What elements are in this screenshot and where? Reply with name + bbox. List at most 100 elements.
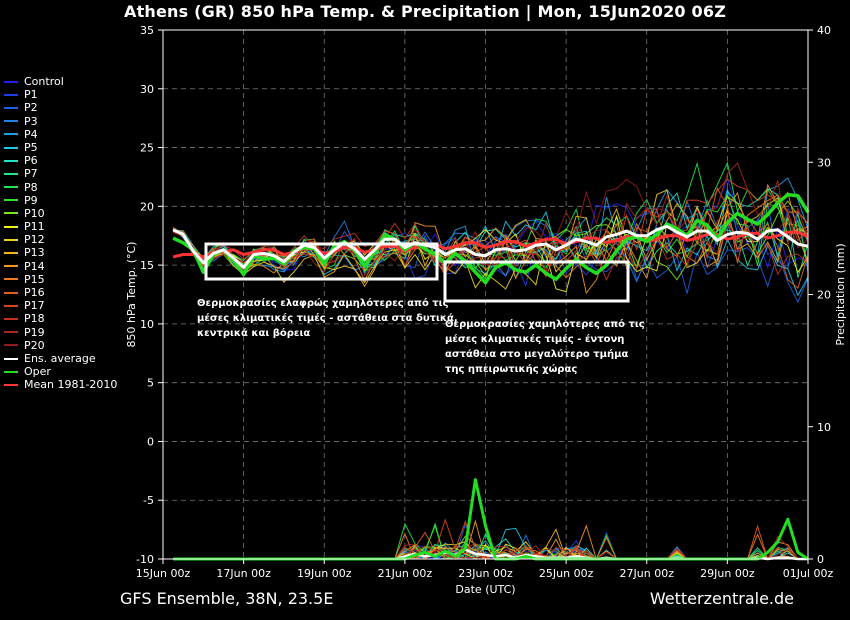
legend-swatch bbox=[4, 370, 18, 373]
legend-label: Mean 1981-2010 bbox=[24, 378, 118, 392]
legend-label: P13 bbox=[24, 246, 45, 260]
legend-item: P11 bbox=[2, 220, 117, 233]
legend: Control P1 P2 P3 P4 P5 P6 P7 P8 P9 P10 P11 P12 P13 P14… bbox=[2, 75, 117, 392]
x-tick-label: 15Jun 00z bbox=[136, 567, 191, 580]
y-axis-label: 850 hPa Temp. (°C) bbox=[125, 242, 138, 348]
annotation-line: μέσες κλιματικές τιμές - έντονη bbox=[445, 333, 624, 345]
legend-item: Mean 1981-2010 bbox=[2, 378, 117, 391]
legend-item: P17 bbox=[2, 299, 117, 312]
y-tick-label: 0 bbox=[147, 435, 154, 448]
x-tick-label: 21Jun 00z bbox=[378, 567, 433, 580]
legend-label: P15 bbox=[24, 272, 45, 286]
legend-swatch bbox=[4, 120, 18, 123]
legend-item: P20 bbox=[2, 339, 117, 352]
legend-swatch bbox=[4, 225, 18, 228]
legend-swatch bbox=[4, 331, 18, 334]
legend-item: P10 bbox=[2, 207, 117, 220]
axes: -10 -5 0 5 10 15 20 25 30 35 0 10 20 30 40 15Jun 00z 17J… bbox=[125, 24, 847, 596]
legend-swatch bbox=[4, 252, 18, 255]
legend-label: P20 bbox=[24, 338, 45, 352]
legend-label: P7 bbox=[24, 167, 38, 181]
ensemble-members bbox=[172, 161, 809, 561]
legend-swatch bbox=[4, 212, 18, 215]
legend-item: Ens. average bbox=[2, 352, 117, 365]
ensemble-member-line bbox=[172, 228, 809, 304]
legend-swatch bbox=[4, 186, 18, 189]
legend-item: P3 bbox=[2, 115, 117, 128]
legend-swatch bbox=[4, 80, 18, 83]
chart-title: Athens (GR) 850 hPa Temp. & Precipitatio… bbox=[123, 2, 726, 21]
legend-swatch bbox=[4, 265, 18, 268]
legend-swatch bbox=[4, 238, 18, 241]
grid-lines bbox=[162, 29, 809, 560]
legend-item: P5 bbox=[2, 141, 117, 154]
annotation-box bbox=[204, 242, 439, 281]
legend-label: Ens. average bbox=[24, 351, 96, 365]
y2-axis-label: Precipitation (mm) bbox=[834, 243, 847, 345]
annotation-line: Θερμοκρασίες χαμηλότερες από τις bbox=[445, 318, 645, 330]
annotation-box bbox=[443, 260, 630, 303]
legend-swatch bbox=[4, 172, 18, 175]
legend-item: P6 bbox=[2, 154, 117, 167]
annotation-boxes bbox=[204, 242, 630, 303]
y-tick-label: 30 bbox=[140, 83, 154, 96]
legend-item: P12 bbox=[2, 233, 117, 246]
legend-swatch bbox=[4, 304, 18, 307]
legend-label: P5 bbox=[24, 140, 38, 154]
x-tick-label: 29Jun 00z bbox=[700, 567, 755, 580]
legend-swatch bbox=[4, 146, 18, 149]
legend-swatch bbox=[4, 291, 18, 294]
x-tick-label: 27Jun 00z bbox=[620, 567, 675, 580]
y2-tick-label: 20 bbox=[817, 289, 831, 302]
y-tick-label: 25 bbox=[140, 142, 154, 155]
legend-swatch bbox=[4, 383, 18, 386]
legend-item: P8 bbox=[2, 181, 117, 194]
legend-label: P19 bbox=[24, 325, 45, 339]
ensemble-average-line bbox=[172, 224, 809, 269]
legend-item: P2 bbox=[2, 101, 117, 114]
legend-swatch bbox=[4, 278, 18, 281]
annotation-line: μέσες κλιματικές τιμές - αστάθεια στα δυ… bbox=[197, 312, 458, 324]
source-credit: Wetterzentrale.de bbox=[649, 589, 794, 608]
legend-item: P7 bbox=[2, 167, 117, 180]
legend-item: P19 bbox=[2, 326, 117, 339]
annotation-line: αστάθεια στο μεγαλύτερο τμήμα bbox=[445, 348, 628, 360]
y2-tick-label: 40 bbox=[817, 24, 831, 37]
ensemble-member-line bbox=[172, 186, 809, 289]
legend-swatch bbox=[4, 93, 18, 96]
x-tick-label: 23Jun 00z bbox=[458, 567, 513, 580]
legend-item: P15 bbox=[2, 273, 117, 286]
legend-swatch bbox=[4, 159, 18, 162]
legend-label: P10 bbox=[24, 206, 45, 220]
legend-swatch bbox=[4, 106, 18, 109]
y2-tick-label: 0 bbox=[817, 553, 824, 566]
legend-swatch bbox=[4, 317, 18, 320]
legend-label: P9 bbox=[24, 193, 38, 207]
y-tick-label: 20 bbox=[140, 200, 154, 213]
legend-item: P18 bbox=[2, 312, 117, 325]
x-tick-label: 17Jun 00z bbox=[216, 567, 271, 580]
precip-oper-line bbox=[173, 478, 809, 561]
legend-item: P13 bbox=[2, 246, 117, 259]
y-tick-label: 10 bbox=[140, 318, 154, 331]
y2-tick-label: 10 bbox=[817, 421, 831, 434]
legend-swatch bbox=[4, 133, 18, 136]
legend-swatch bbox=[4, 357, 18, 360]
legend-label: P11 bbox=[24, 220, 45, 234]
annotation-line: κεντρικά και βόρεια bbox=[197, 327, 310, 339]
x-axis-label: Date (UTC) bbox=[455, 583, 515, 596]
legend-item: P14 bbox=[2, 260, 117, 273]
legend-item: P1 bbox=[2, 88, 117, 101]
legend-label: P1 bbox=[24, 88, 38, 102]
y-tick-label: -10 bbox=[136, 553, 154, 566]
climate-mean-line bbox=[172, 230, 809, 259]
annotation-line: Θερμοκρασίες ελαφρώς χαμηλότερες από τις bbox=[197, 297, 449, 309]
legend-label: Oper bbox=[24, 365, 51, 379]
x-tick-label: 25Jun 00z bbox=[539, 567, 594, 580]
model-info: GFS Ensemble, 38N, 23.5E bbox=[120, 589, 334, 608]
legend-label: P17 bbox=[24, 299, 45, 313]
legend-item: P16 bbox=[2, 286, 117, 299]
legend-label: P12 bbox=[24, 233, 45, 247]
legend-label: P2 bbox=[24, 101, 38, 115]
